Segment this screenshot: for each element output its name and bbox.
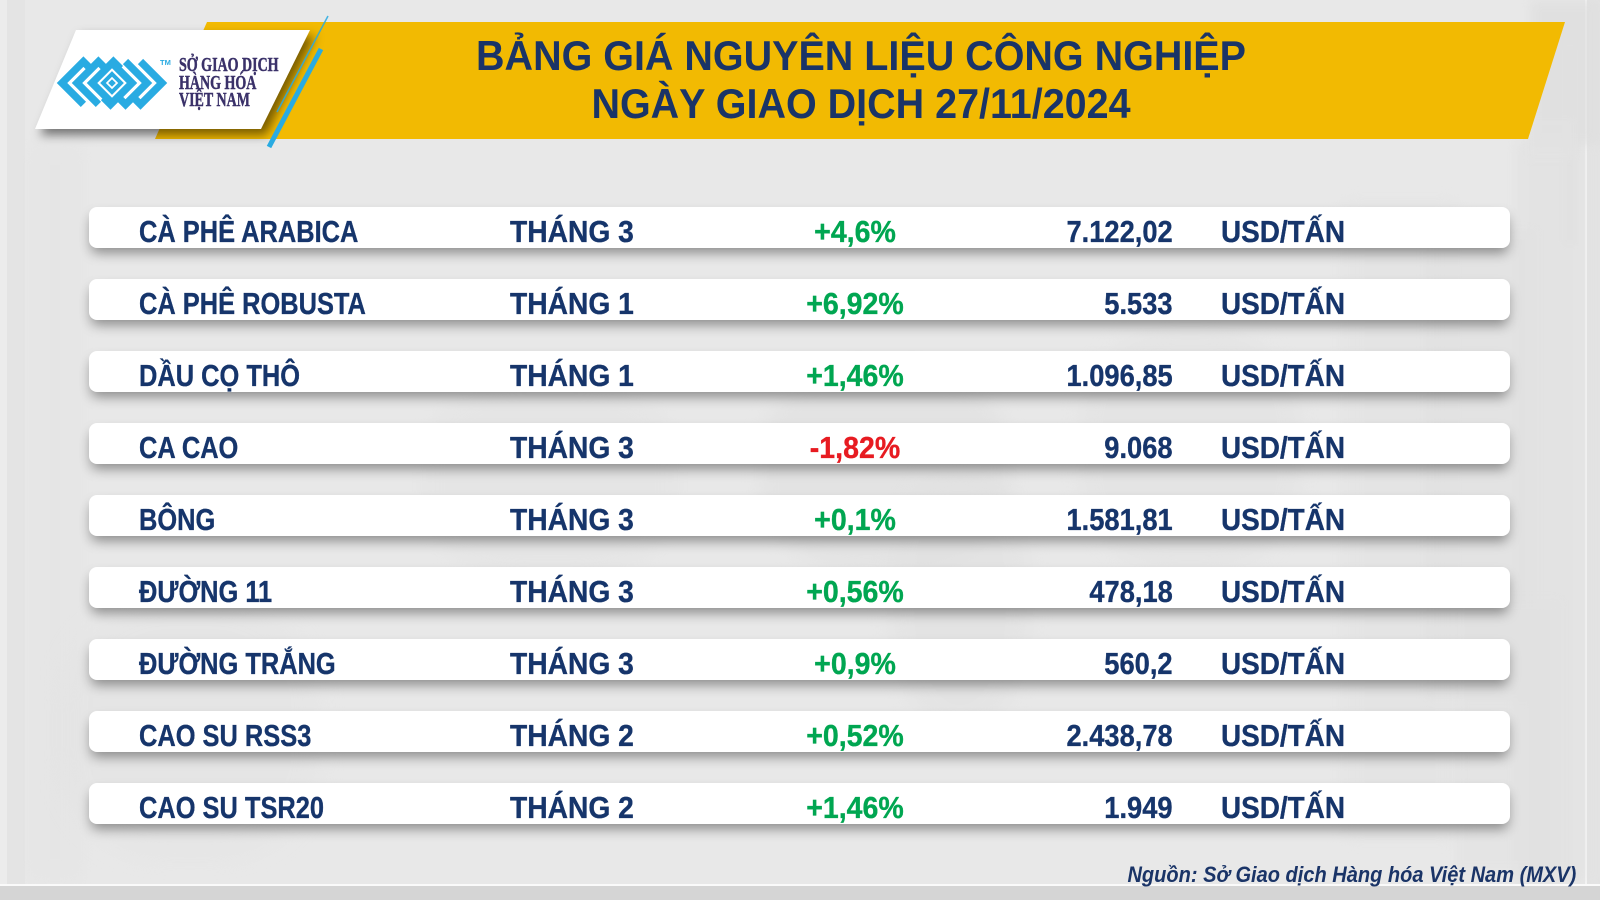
svg-text:TM: TM <box>160 58 171 67</box>
